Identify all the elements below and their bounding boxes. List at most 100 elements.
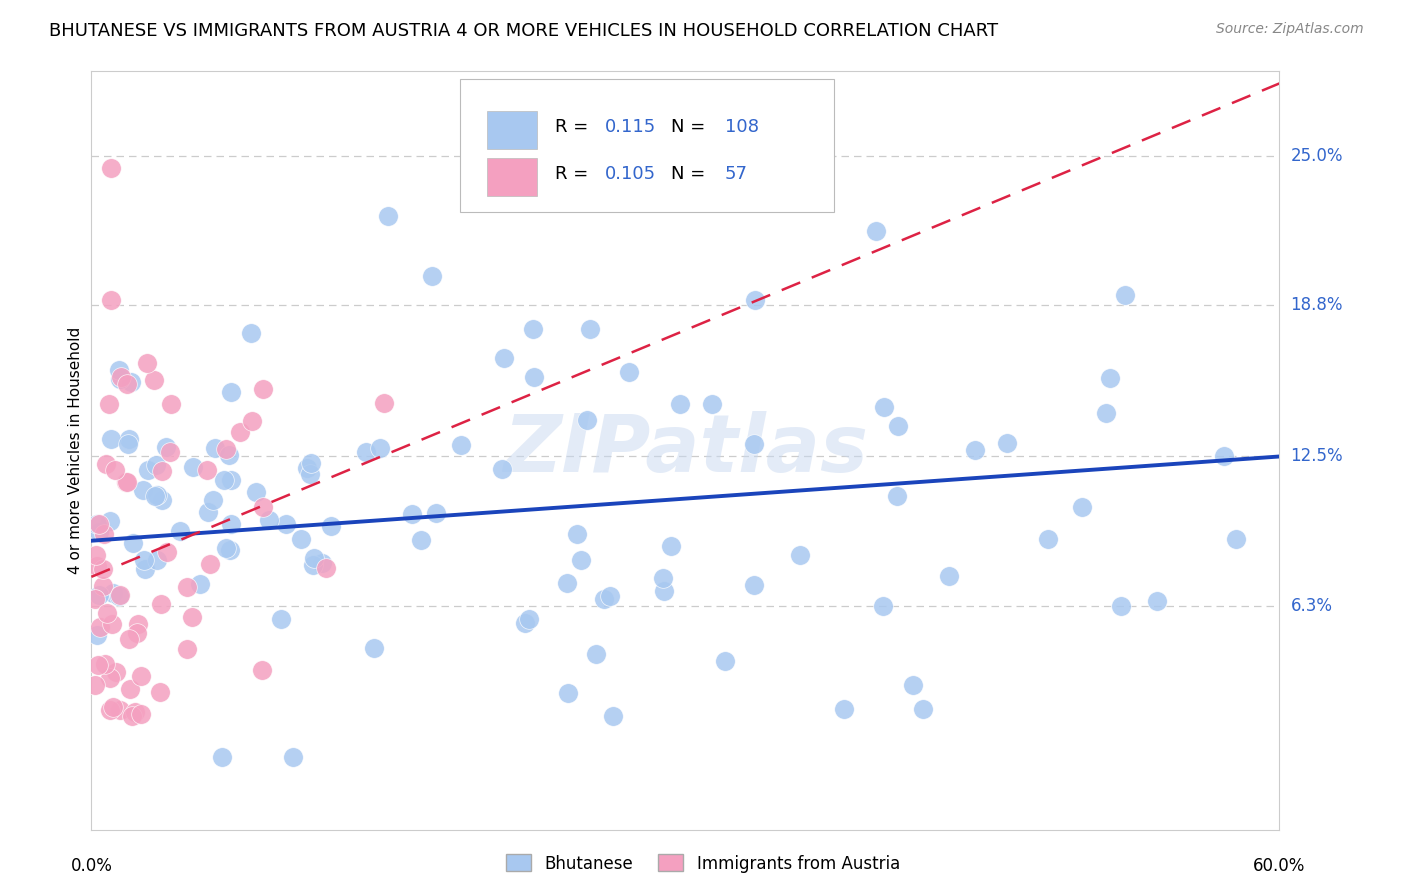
Point <box>602 708 624 723</box>
Point <box>1213 450 1236 464</box>
Point <box>714 654 737 668</box>
Point <box>136 356 159 370</box>
Text: 12.5%: 12.5% <box>1291 448 1343 466</box>
Point <box>1036 532 1059 546</box>
Point <box>98 397 121 411</box>
Point <box>411 533 433 548</box>
Point <box>491 461 513 475</box>
Point <box>702 397 724 411</box>
Point <box>91 579 114 593</box>
Point <box>789 548 811 562</box>
Point <box>124 705 146 719</box>
Point <box>136 463 159 477</box>
Point <box>108 588 131 602</box>
Point <box>195 463 218 477</box>
Point <box>89 588 111 602</box>
Point <box>200 557 222 571</box>
Y-axis label: 4 or more Vehicles in Household: 4 or more Vehicles in Household <box>67 326 83 574</box>
Point <box>295 461 318 475</box>
Point <box>221 385 243 400</box>
Point <box>89 620 111 634</box>
Point <box>101 616 124 631</box>
Point <box>98 671 121 685</box>
Text: 0.105: 0.105 <box>605 165 655 183</box>
Point <box>86 559 108 574</box>
Point <box>377 209 399 223</box>
Point <box>180 610 202 624</box>
Point <box>1109 599 1132 613</box>
Point <box>110 372 132 386</box>
Point <box>146 553 169 567</box>
Point <box>492 351 515 365</box>
Point <box>204 441 226 455</box>
Point <box>122 536 145 550</box>
Point <box>363 640 385 655</box>
Text: 18.8%: 18.8% <box>1291 296 1343 314</box>
Text: ZIPatlas: ZIPatlas <box>503 411 868 490</box>
Text: 6.3%: 6.3% <box>1291 597 1333 615</box>
Point <box>617 365 640 379</box>
Point <box>229 425 252 440</box>
Point <box>886 489 908 503</box>
Point <box>93 657 115 672</box>
Point <box>114 475 136 489</box>
Point <box>101 586 124 600</box>
Point <box>218 542 240 557</box>
Point <box>865 224 887 238</box>
Point <box>252 663 274 677</box>
Point <box>354 445 377 459</box>
Text: 108: 108 <box>724 118 759 136</box>
Point <box>145 489 167 503</box>
Point <box>100 432 122 446</box>
Text: R =: R = <box>555 165 593 183</box>
Point <box>245 485 267 500</box>
Point <box>110 703 132 717</box>
Point <box>315 561 337 575</box>
Text: N =: N = <box>671 118 711 136</box>
Point <box>517 612 540 626</box>
Point <box>659 539 682 553</box>
Point <box>160 397 183 411</box>
Point <box>145 458 167 472</box>
Point <box>1098 371 1121 385</box>
Point <box>93 526 115 541</box>
Point <box>98 703 121 717</box>
Point <box>425 506 447 520</box>
Point <box>159 445 181 459</box>
Point <box>107 589 129 603</box>
Point <box>150 465 173 479</box>
FancyBboxPatch shape <box>460 79 834 211</box>
Point <box>129 668 152 682</box>
Point <box>872 599 894 613</box>
Point <box>101 700 124 714</box>
Point <box>150 597 173 611</box>
Point <box>1095 406 1118 420</box>
Point <box>579 322 602 336</box>
Point <box>401 507 423 521</box>
Point <box>169 524 191 538</box>
Point <box>219 516 242 531</box>
Point <box>302 551 325 566</box>
Text: R =: R = <box>555 118 593 136</box>
Point <box>197 505 219 519</box>
Point <box>108 363 131 377</box>
Point <box>150 492 173 507</box>
Point <box>91 562 114 576</box>
Legend: Bhutanese, Immigrants from Austria: Bhutanese, Immigrants from Austria <box>499 847 907 880</box>
Point <box>100 293 122 307</box>
FancyBboxPatch shape <box>486 158 537 195</box>
Point <box>134 553 156 567</box>
Point <box>214 473 236 487</box>
Text: N =: N = <box>671 165 711 183</box>
Point <box>183 459 205 474</box>
Point <box>121 709 143 723</box>
Point <box>103 463 125 477</box>
Point <box>155 440 177 454</box>
Point <box>575 413 598 427</box>
Point <box>87 516 110 531</box>
Point <box>214 541 236 555</box>
Point <box>744 577 766 591</box>
Text: 57: 57 <box>724 165 748 183</box>
Text: BHUTANESE VS IMMIGRANTS FROM AUSTRIA 4 OR MORE VEHICLES IN HOUSEHOLD CORRELATION: BHUTANESE VS IMMIGRANTS FROM AUSTRIA 4 O… <box>49 22 998 40</box>
Point <box>188 577 211 591</box>
